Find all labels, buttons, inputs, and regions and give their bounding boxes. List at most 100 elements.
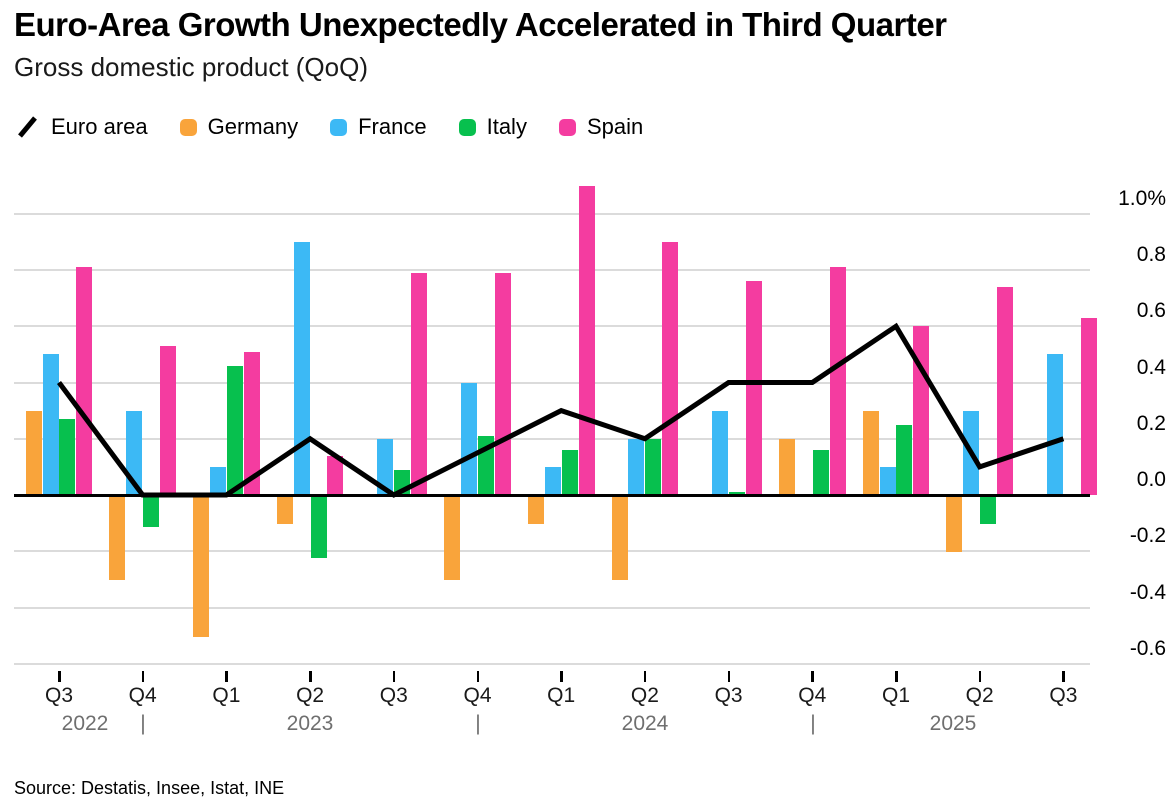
x-tick-label-q3-2023: Q3	[379, 684, 408, 707]
legend-item-france: France	[330, 114, 427, 140]
y-axis-label: 0.8	[1136, 243, 1166, 266]
x-tick	[895, 671, 898, 682]
bar-france-q1-2025	[879, 466, 896, 495]
x-tick	[978, 671, 982, 682]
bar-spain-q1-2023	[243, 351, 260, 495]
x-tick-label-q3-2022: Q3	[44, 684, 73, 707]
bar-italy-q1-2025	[896, 424, 913, 495]
bar-italy-q2-2023	[310, 496, 327, 558]
bar-italy-q1-2023	[226, 365, 243, 495]
legend-item-germany: Germany	[179, 114, 299, 140]
legend-item-euro-area: Euro area	[16, 114, 148, 140]
legend-label: Euro area	[51, 114, 148, 139]
bar-france-q1-2023	[209, 466, 226, 495]
bar-germany-q4-2022	[109, 496, 126, 581]
year-divider: |	[475, 712, 481, 735]
legend-item-spain: Spain	[558, 114, 644, 140]
y-axis-label: -0.4	[1129, 580, 1166, 604]
legend-label: Italy	[486, 114, 527, 139]
bar-italy-q2-2024	[645, 438, 662, 495]
bar-germany-q4-2023	[444, 496, 461, 581]
bar-italy-q4-2022	[143, 496, 160, 527]
bar-spain-q2-2023	[327, 455, 344, 495]
x-tick	[309, 671, 312, 682]
bar-spain-q3-2023	[411, 272, 428, 495]
x-tick	[1062, 671, 1065, 682]
bar-france-q2-2024	[628, 438, 645, 495]
legend-label: Spain	[586, 114, 644, 139]
year-divider: |	[810, 712, 816, 735]
x-tick	[141, 671, 145, 682]
bar-france-q3-2023	[377, 438, 394, 495]
euro-area-line-icon	[16, 115, 40, 139]
bar-spain-q1-2024	[578, 185, 595, 495]
bar-germany-q2-2025	[946, 496, 963, 553]
x-tick	[560, 671, 563, 682]
bar-spain-q4-2024	[829, 267, 846, 495]
x-tick-label-q4-2024: Q4	[798, 684, 827, 707]
bar-spain-q4-2022	[160, 345, 177, 495]
gridline--0.2	[14, 550, 1090, 553]
source-note: Source: Destatis, Insee, Istat, INE	[14, 778, 285, 798]
x-tick-label-q2-2025: Q2	[965, 684, 994, 707]
bar-france-q3-2025	[1046, 354, 1063, 495]
x-tick-label-q2-2024: Q2	[630, 684, 659, 707]
bar-italy-q3-2023	[394, 469, 411, 495]
bar-france-q1-2024	[544, 466, 561, 495]
x-tick-label-q4-2023: Q4	[463, 684, 492, 707]
page-title: Euro-Area Growth Unexpectedly Accelerate…	[14, 6, 947, 43]
x-tick	[392, 671, 396, 682]
x-tick-label-q2-2023: Q2	[296, 684, 325, 707]
y-axis-label: 0.4	[1136, 355, 1166, 379]
x-tick-label-q1-2024: Q1	[547, 684, 576, 707]
gridline--0.6	[14, 662, 1090, 665]
legend-label: Germany	[207, 114, 299, 139]
zero-axis-line	[14, 494, 1090, 497]
bar-germany-q2-2024	[611, 496, 628, 581]
x-tick	[727, 671, 731, 682]
bar-germany-q1-2023	[193, 496, 210, 637]
bar-germany-q1-2025	[862, 410, 879, 495]
bar-italy-q1-2024	[561, 450, 578, 495]
y-axis-label: 1.0%	[1118, 186, 1166, 210]
italy-swatch-icon	[458, 118, 476, 136]
bar-france-q4-2023	[461, 382, 478, 495]
bar-germany-q2-2023	[276, 496, 293, 525]
year-divider: |	[140, 712, 146, 735]
year-label-2022: 2022	[61, 712, 109, 735]
chart-legend: Euro area Germany France Italy Spain	[16, 112, 643, 142]
year-label-2023: 2023	[286, 712, 334, 735]
x-tick	[58, 671, 61, 682]
bar-spain-q4-2023	[494, 272, 511, 495]
x-tick	[225, 671, 228, 682]
y-axis-label: -0.2	[1129, 524, 1166, 548]
france-swatch-icon	[330, 118, 348, 136]
bar-france-q3-2022	[42, 354, 59, 495]
year-label-2025: 2025	[929, 712, 977, 735]
x-tick-label-q3-2025: Q3	[1049, 684, 1078, 707]
y-axis-label: 0.0	[1136, 468, 1166, 491]
y-axis-label: 0.6	[1136, 299, 1166, 323]
spain-swatch-icon	[558, 118, 576, 136]
bar-italy-q3-2022	[59, 419, 76, 495]
bar-spain-q3-2022	[76, 267, 93, 495]
bar-france-q3-2024	[712, 410, 729, 495]
year-label-2024: 2024	[621, 712, 669, 735]
x-tick	[476, 671, 479, 682]
bar-spain-q3-2025	[1080, 317, 1097, 495]
bar-germany-q1-2024	[527, 496, 544, 525]
bar-france-q4-2022	[126, 410, 143, 495]
germany-swatch-icon	[179, 118, 197, 136]
x-tick	[811, 671, 814, 682]
bar-germany-q3-2022	[25, 410, 42, 495]
chart-subtitle: Gross domestic product (QoQ)	[14, 52, 368, 82]
x-tick-label-q4-2022: Q4	[128, 684, 157, 707]
x-tick-label-q1-2025: Q1	[881, 684, 910, 707]
legend-label: France	[358, 114, 427, 139]
bar-spain-q1-2025	[913, 326, 930, 495]
bar-spain-q3-2024	[745, 281, 762, 495]
bar-italy-q2-2025	[980, 496, 997, 525]
y-axis-label: -0.6	[1129, 636, 1166, 660]
bar-italy-q4-2024	[812, 450, 829, 495]
y-axis-label: 0.2	[1136, 411, 1166, 435]
